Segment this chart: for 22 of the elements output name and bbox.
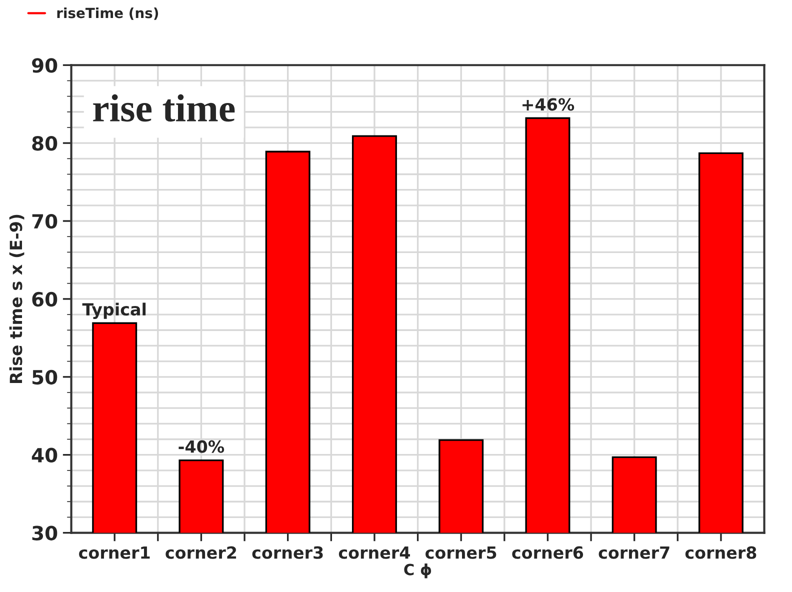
- x-tick-label: corner4: [338, 546, 410, 559]
- annotation: +46%: [522, 98, 574, 111]
- y-tick-label: 60: [32, 292, 58, 307]
- y-tick-label: 50: [32, 370, 58, 385]
- y-tick-label: 40: [32, 448, 58, 463]
- annotation: Typical: [82, 302, 146, 319]
- y-tick-label: 90: [32, 58, 58, 73]
- x-tick-label: corner3: [252, 546, 323, 559]
- x-tick-label: corner1: [79, 546, 150, 559]
- x-tick-label: corner7: [598, 546, 670, 559]
- text: rise time: [93, 94, 235, 122]
- x-tick-label: corner8: [685, 546, 756, 559]
- x-tick-label: corner5: [426, 546, 496, 559]
- annotation: -40%: [178, 440, 224, 453]
- x-axis-title: C ϕ: [404, 564, 432, 578]
- y-tick-label: 80: [32, 136, 58, 151]
- legend-label: riseTime (ns): [57, 7, 158, 20]
- x-tick-label: corner2: [166, 546, 236, 559]
- x-tick-label: corner6: [512, 546, 584, 559]
- y-axis-title: Rise time s x (E-9): [9, 214, 24, 383]
- y-tick-label: 30: [32, 526, 58, 540]
- y-tick-label: 70: [32, 214, 58, 229]
